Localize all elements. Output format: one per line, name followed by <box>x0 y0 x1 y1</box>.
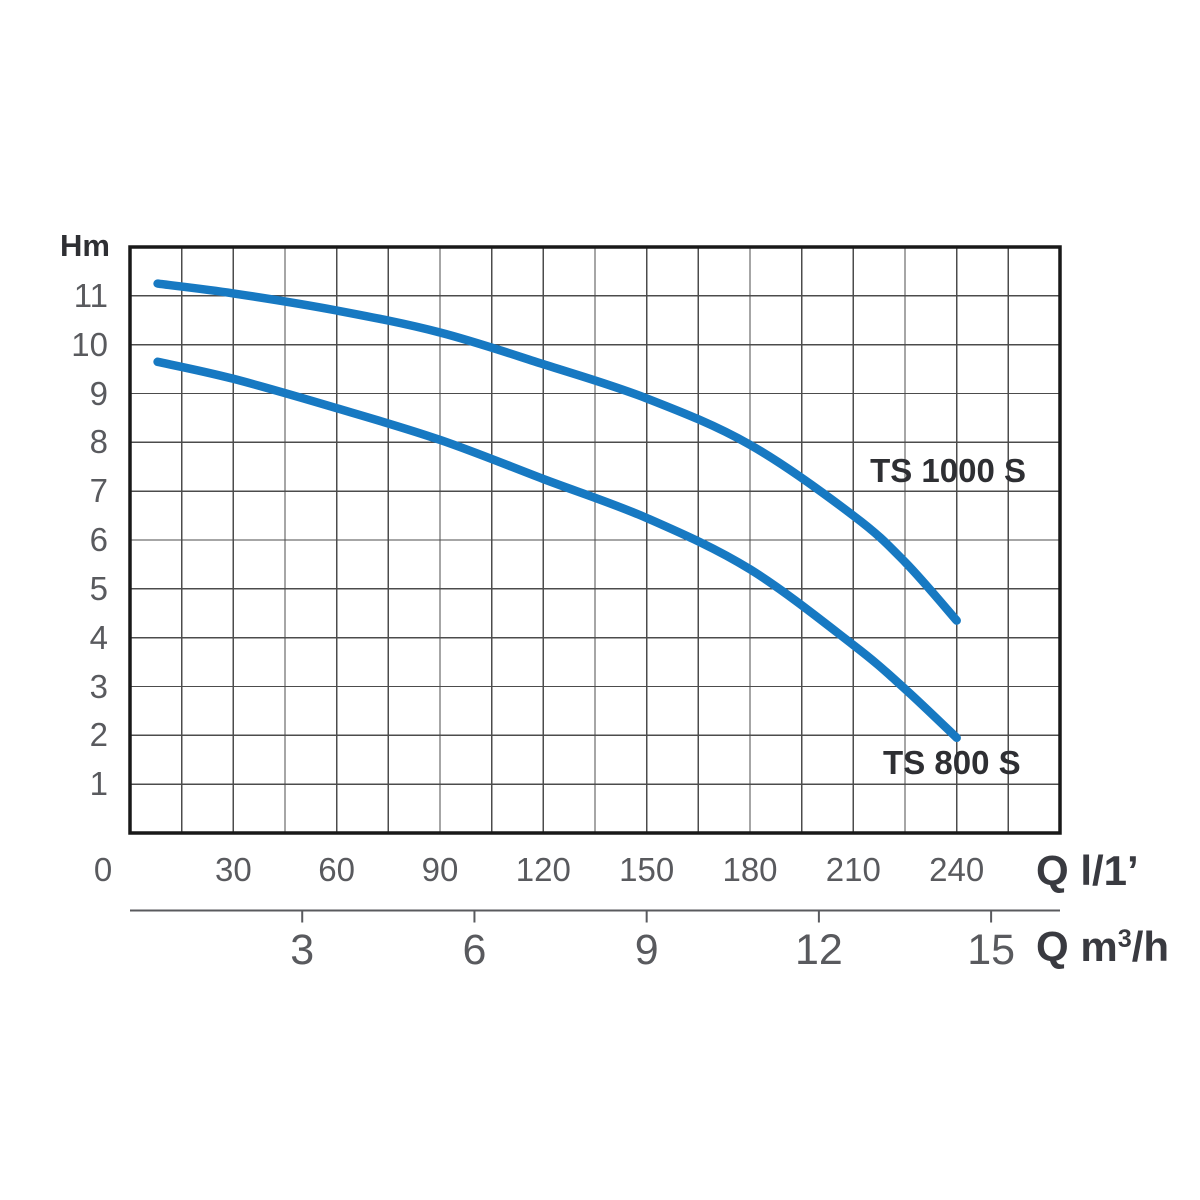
secondary-unit-prefix: Q m <box>1036 923 1118 970</box>
series-label-ts-1000-s: TS 1000 S <box>870 452 1027 490</box>
secondary-x-tick-label: 9 <box>634 926 659 974</box>
y-tick-label: 4 <box>89 618 108 656</box>
x-tick-label: 60 <box>318 851 356 888</box>
x-axis-unit-label: Q l/1’ <box>1036 847 1139 894</box>
x-tick-label: 0 <box>93 851 113 888</box>
y-tick-label: 6 <box>89 521 108 558</box>
secondary-x-tick-label: 6 <box>462 926 487 974</box>
y-tick-label: 11 <box>73 276 108 314</box>
x-tick-label: 240 <box>929 851 985 888</box>
y-axis-unit-label: Hm <box>60 228 110 263</box>
secondary-unit-superscript: 3 <box>1117 925 1132 954</box>
x-tick-label: 120 <box>515 851 571 888</box>
y-tick-label: 3 <box>89 667 108 705</box>
y-tick-label: 1 <box>89 765 108 803</box>
series-label-ts-800-s: TS 800 S <box>883 744 1021 782</box>
y-tick-label: 9 <box>89 374 108 412</box>
secondary-x-tick-label: 15 <box>967 926 1016 974</box>
x-tick-label: 180 <box>722 851 778 888</box>
curve-ts-800-s <box>153 357 961 743</box>
secondary-unit-suffix: /h <box>1131 923 1170 970</box>
y-tick-label: 8 <box>89 423 108 461</box>
y-tick-label: 2 <box>89 716 108 754</box>
x-axis-secondary-unit-label: Q m3/h <box>1036 924 1169 970</box>
y-tick-label: 10 <box>71 325 108 363</box>
x-tick-label: 30 <box>214 851 252 888</box>
y-tick-label: 7 <box>89 472 108 510</box>
x-tick-label: 150 <box>619 851 675 888</box>
x-tick-label: 210 <box>825 851 881 888</box>
plot-border <box>128 245 1062 835</box>
y-tick-label: 5 <box>89 569 108 607</box>
curve-ts-1000-s <box>153 279 961 625</box>
secondary-x-tick-label: 12 <box>794 926 843 974</box>
x-tick-label: 90 <box>421 851 459 888</box>
secondary-x-tick-label: 3 <box>290 926 315 974</box>
